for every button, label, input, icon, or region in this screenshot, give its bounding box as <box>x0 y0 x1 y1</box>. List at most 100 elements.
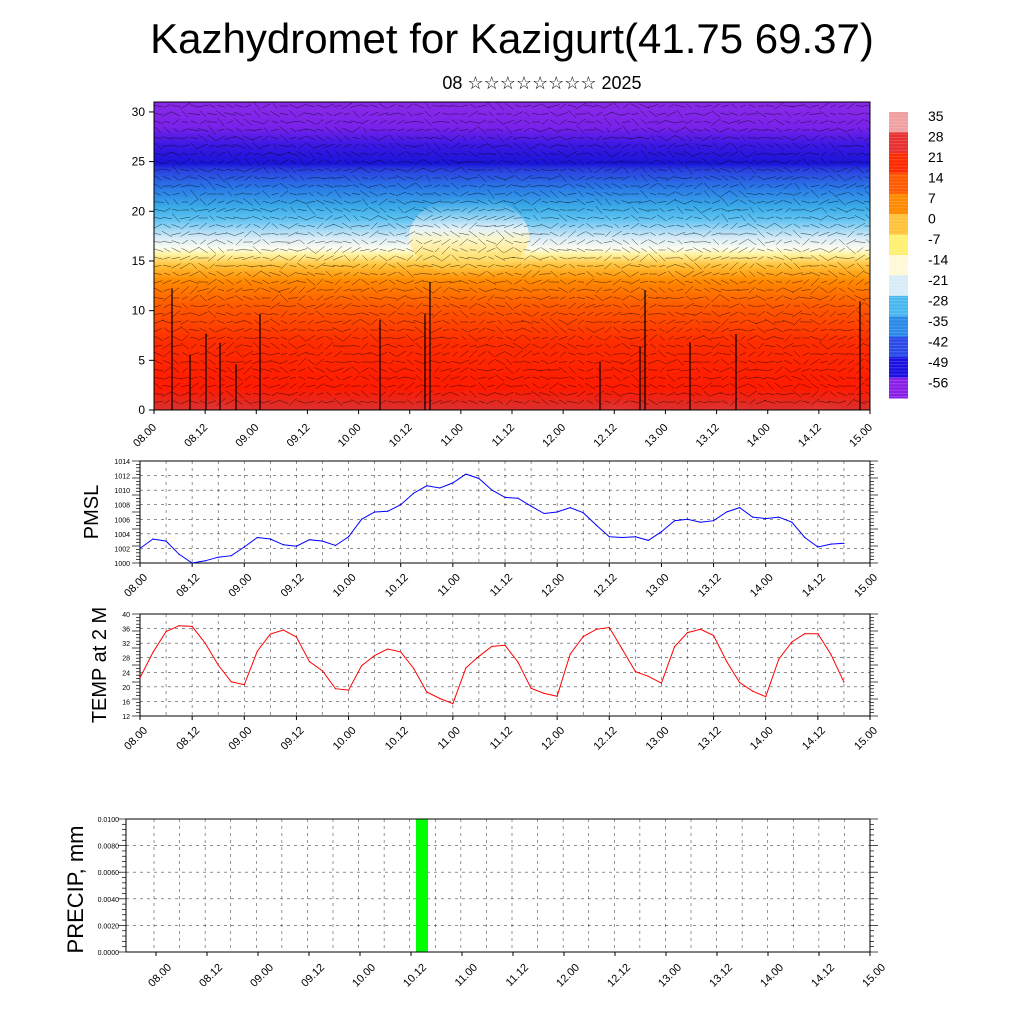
colorbar-segment <box>889 193 908 215</box>
y-tick-label: 28 <box>122 656 130 663</box>
data-point <box>361 518 363 520</box>
data-point <box>243 684 245 686</box>
x-tick-label: 08.12 <box>182 422 210 450</box>
colorbar-label: 7 <box>928 190 936 206</box>
x-tick-label: 12.12 <box>605 962 633 990</box>
x-tick-label: 14.12 <box>800 725 828 753</box>
data-point <box>634 536 636 538</box>
pmsl-panel: 1000 1002 1004 1006 1008 1010 1012 1014 PMSL 08.0… <box>81 459 880 600</box>
colorbar-segment <box>889 357 908 379</box>
colorbar-segment <box>889 316 908 338</box>
x-tick-label: 09.00 <box>226 572 254 600</box>
y-tick-label: 24 <box>122 670 130 677</box>
x-tick-label: 13.00 <box>656 962 684 990</box>
x-tick-label: 10.00 <box>331 572 359 600</box>
x-tick-label: 09.12 <box>299 962 327 990</box>
grid <box>139 613 871 717</box>
data-point <box>739 507 741 509</box>
temperature-field <box>154 102 870 410</box>
x-tick-label: 08.12 <box>174 572 202 600</box>
data-point <box>686 518 689 520</box>
y-tick-label: 0.0080 <box>98 844 120 851</box>
x-tick-label: 11.00 <box>436 572 463 599</box>
colorbar-label: 0 <box>928 211 936 227</box>
data-point <box>647 675 649 677</box>
x-tick-label: 14.00 <box>748 572 776 600</box>
colorbar-label: 14 <box>928 170 944 186</box>
data-point <box>726 660 728 662</box>
colorbar-label: 35 <box>928 108 944 124</box>
data-point <box>765 696 767 698</box>
y-tick-label: 0.0000 <box>98 950 120 957</box>
x-axis-labels: 08.00 08.12 09.00 09.12 10.00 10.12 11.00 11.12… <box>122 716 880 753</box>
x-tick-label: 14.12 <box>796 422 824 450</box>
data-point <box>699 521 702 523</box>
minor-ticks <box>132 460 878 564</box>
x-tick-label: 11.00 <box>436 725 463 752</box>
y-tick-label: 30 <box>132 105 146 119</box>
data-point <box>400 651 402 653</box>
data-point <box>517 497 519 499</box>
y-tick-label: 20 <box>132 204 146 218</box>
data-point <box>439 697 441 700</box>
x-tick-label: 09.00 <box>233 422 261 450</box>
y-tick-label: 1012 <box>114 474 130 481</box>
colorbar-label: -35 <box>928 313 948 329</box>
data-point <box>556 511 558 513</box>
data-point <box>543 512 545 515</box>
y-tick-label: 1002 <box>114 546 130 553</box>
data-point <box>673 646 676 648</box>
colorbar-segment <box>889 132 908 154</box>
colorbar-stripes <box>889 114 908 397</box>
data-point <box>374 654 376 657</box>
series-line <box>139 625 845 705</box>
y-tick-label: 15 <box>132 254 146 268</box>
series-points <box>139 625 845 705</box>
data-point <box>752 690 754 692</box>
x-tick-label: 13.12 <box>696 572 724 600</box>
colorbar-segment <box>889 234 908 256</box>
y-tick-label: 40 <box>122 612 130 619</box>
surface-hotspot <box>172 348 265 410</box>
x-tick-label: 09.12 <box>279 725 307 753</box>
x-tick-label: 10.12 <box>401 962 429 990</box>
data-point <box>413 668 415 670</box>
chart-subtitle: 08 ☆☆☆☆☆☆☆☆ 2025 <box>442 73 642 93</box>
colorbar-label: -21 <box>928 272 948 288</box>
colorbar-segment <box>889 275 908 297</box>
data-point <box>491 645 493 648</box>
data-point <box>230 555 232 557</box>
data-point <box>504 644 506 646</box>
precip-panel: 0.0000 0.0020 0.0040 0.0060 0.0080 0.0100 PREC… <box>63 817 888 990</box>
x-tick-label: 10.12 <box>387 422 415 450</box>
vertical-streaks <box>171 282 861 410</box>
y-tick-label: 0 <box>138 403 145 417</box>
data-point <box>347 536 350 538</box>
data-point <box>374 511 376 513</box>
data-point <box>139 677 141 679</box>
data-point <box>712 520 715 522</box>
data-point <box>295 636 298 638</box>
colorbar-label: 21 <box>928 149 944 165</box>
data-point <box>165 540 167 542</box>
y-axis-label: PMSL <box>81 485 103 539</box>
wind-barbs <box>154 102 870 407</box>
data-point <box>843 681 845 683</box>
y-axis-label: TEMP at 2 M <box>89 607 111 723</box>
x-tick-label: 10.12 <box>383 572 411 600</box>
data-point <box>582 635 584 638</box>
data-point <box>256 536 258 539</box>
colorbar-segment <box>889 336 908 358</box>
y-tick-label: 25 <box>132 155 146 169</box>
data-point <box>778 516 780 518</box>
data-point <box>478 477 480 480</box>
x-tick-label: 08.12 <box>174 725 202 753</box>
x-tick-label: 14.12 <box>800 572 828 600</box>
x-tick-label: 10.00 <box>350 962 378 990</box>
colorbar-segment <box>889 173 908 195</box>
data-point <box>217 556 219 558</box>
colorbar-segment <box>889 214 908 236</box>
x-tick-label: 13.00 <box>644 572 672 600</box>
x-tick-label: 10.00 <box>336 422 364 450</box>
data-point <box>621 648 623 650</box>
